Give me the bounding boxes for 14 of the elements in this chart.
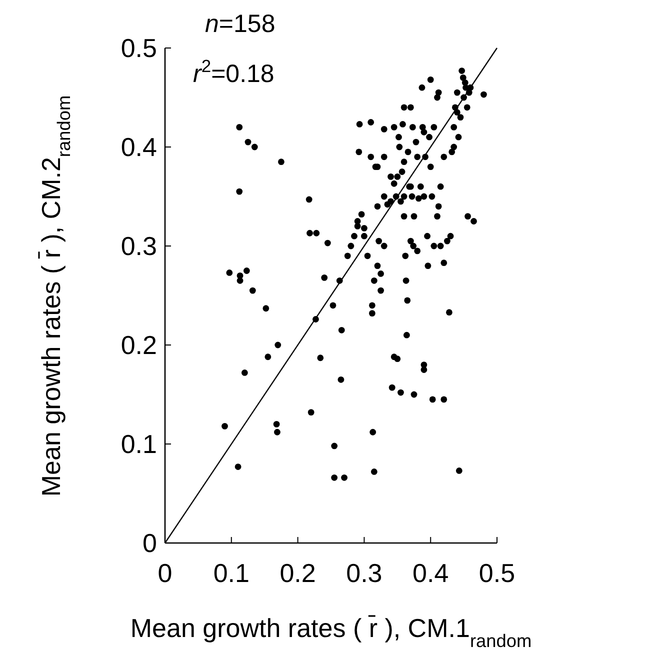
x-tick-label: 0.5 — [478, 558, 516, 588]
annotation: r$^{2}$=0.18 — [193, 56, 274, 88]
y-tick-label: 0.5 — [120, 33, 157, 63]
x-tick-label: 0.4 — [412, 558, 449, 588]
x-tick-label: 0.3 — [346, 558, 382, 588]
y-tick-label: 0.2 — [120, 330, 157, 360]
y-tick-label: 0 — [142, 528, 157, 558]
y-tick-label: 0.1 — [120, 429, 157, 459]
text: n=158 — [205, 10, 276, 38]
y-tick-label: 0.4 — [120, 132, 157, 162]
x-axis-title: Mean growth rates ( r̄ ), CM.1$_{random}$ — [130, 613, 532, 651]
x-tick-label: 0.2 — [280, 558, 316, 588]
y-tick-label: 0.3 — [120, 231, 157, 261]
x-tick-label: 0.1 — [213, 558, 250, 588]
